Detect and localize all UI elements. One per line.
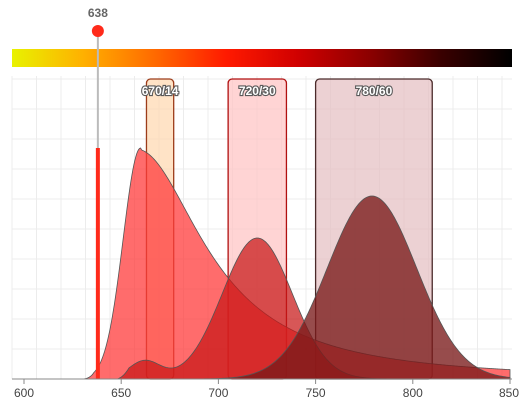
x-tick-label: 700 — [208, 386, 228, 400]
laser-layer: 638 — [88, 6, 108, 379]
laser-marker[interactable] — [91, 25, 104, 37]
filter-label: 720/30 — [239, 84, 276, 98]
series-layer — [82, 147, 511, 379]
spectrum-bar — [12, 49, 512, 67]
laser-label: 638 — [88, 6, 108, 20]
laser-line — [95, 148, 100, 379]
filter-label: 780/60 — [356, 84, 393, 98]
x-tick-label: 850 — [499, 386, 519, 400]
x-axis: 600 650 700 750 800 850 — [12, 378, 519, 400]
x-tick-label: 750 — [306, 386, 326, 400]
x-tick-label: 650 — [111, 386, 131, 400]
x-tick-label: 600 — [14, 386, 34, 400]
x-tick-label: 800 — [403, 386, 423, 400]
filter-label: 670/14 — [142, 84, 179, 98]
filter-labels-layer: 670/14 720/30 780/60 — [141, 83, 394, 99]
